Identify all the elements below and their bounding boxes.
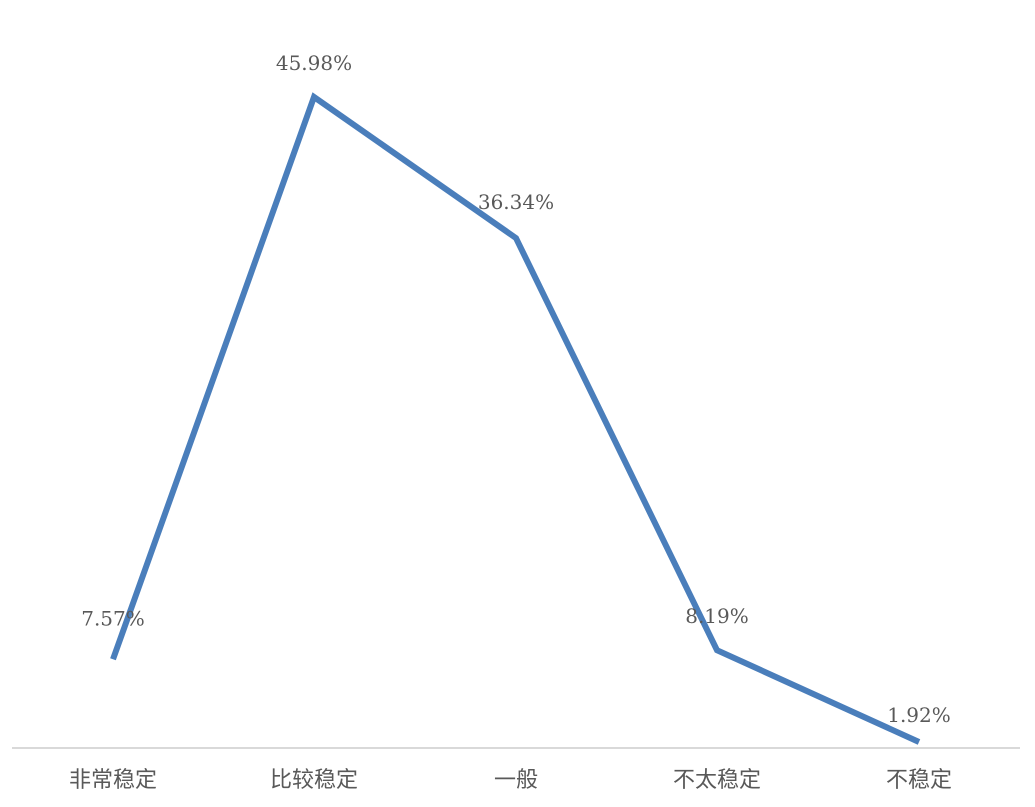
- data-label-not-very-stable: 8.19%: [685, 604, 749, 628]
- data-label-fairly-stable: 45.98%: [276, 51, 352, 75]
- data-label-very-stable: 7.57%: [81, 606, 145, 630]
- data-label-unstable: 1.92%: [887, 703, 951, 727]
- data-label-neutral: 36.34%: [478, 190, 554, 214]
- x-tick-unstable: 不稳定: [886, 768, 952, 793]
- series-line: [110, 92, 921, 745]
- x-tick-fairly-stable: 比较稳定: [270, 768, 358, 793]
- x-tick-very-stable: 非常稳定: [69, 768, 157, 793]
- x-tick-not-very-stable: 不太稳定: [673, 768, 761, 793]
- x-tick-neutral: 一般: [494, 768, 538, 793]
- x-tick-labels: 非常稳定 比较稳定 一般 不太稳定 不稳定: [69, 768, 952, 793]
- data-labels: 7.57% 45.98% 36.34% 8.19% 1.92%: [81, 51, 951, 727]
